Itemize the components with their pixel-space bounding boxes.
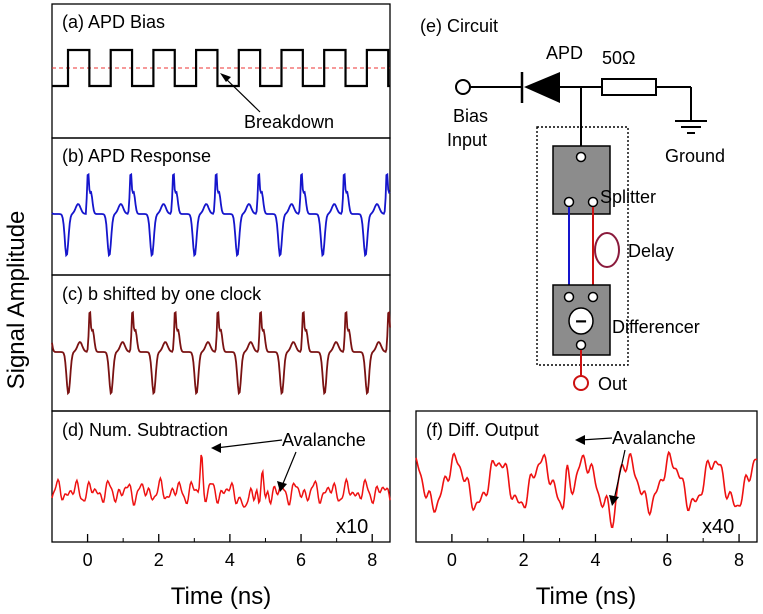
x-tick-label: 2 — [154, 550, 164, 570]
bias-input-terminal — [455, 79, 471, 95]
minus-symbol: − — [575, 311, 587, 333]
f-avalanche-arrow-2 — [613, 449, 626, 501]
resistor-icon — [601, 78, 657, 96]
differencer-output-port — [575, 339, 587, 351]
splitter-label: Splitter — [600, 187, 656, 207]
breakdown-arrow — [222, 75, 261, 113]
x-tick-label: 8 — [367, 550, 377, 570]
panel-a-title: (a) APD Bias — [62, 12, 165, 32]
x-tick-label: 0 — [447, 550, 457, 570]
splitter-output-port-1 — [563, 196, 575, 208]
x-tick-label: 4 — [225, 550, 235, 570]
x-tick-label: 2 — [519, 550, 529, 570]
bias-label-2: Input — [447, 130, 487, 150]
panel-f: (f) Diff. Output Avalanche x40 0 2 4 6 8 Tim… — [415, 410, 758, 610]
resistor-label: 50Ω — [602, 48, 635, 68]
delay-loop-icon — [594, 232, 620, 268]
panel-d-x-ticks: 0 2 4 6 8 — [51, 534, 377, 570]
avalanche-arrow-1-head — [211, 443, 221, 453]
panel-c: (c) b shifted by one clock — [51, 274, 391, 412]
panel-b: (b) APD Response — [51, 137, 391, 276]
apd-label: APD — [546, 43, 583, 63]
panel-f-frame — [415, 410, 758, 543]
panel-d-x-label: Time (ns) — [171, 583, 271, 610]
minus-node-icon — [568, 307, 594, 335]
diff-output-trace — [415, 450, 758, 529]
output-terminal — [573, 375, 589, 391]
circuit-dotted-enclosure — [536, 126, 629, 366]
subtraction-trace — [51, 454, 391, 508]
panel-d-scale-label: x10 — [336, 516, 368, 538]
ground-icon — [675, 120, 707, 134]
panel-f-x-label: Time (ns) — [536, 583, 636, 610]
avalanche-arrow-2 — [281, 451, 297, 487]
avalanche-arrow-2-head — [277, 481, 287, 492]
x-tick-label: 4 — [590, 550, 600, 570]
breakdown-label: Breakdown — [244, 112, 334, 132]
f-avalanche-arrow-1-head — [575, 435, 585, 445]
f-avalanche-arrow-1 — [580, 437, 613, 441]
shifted-response-trace — [51, 310, 391, 396]
panel-d-avalanche-label: Avalanche — [282, 430, 366, 450]
differencer-input-port-2 — [587, 291, 599, 303]
circuit-diagram: (e) Circuit Bias Input APD 50Ω Ground Sp… — [420, 16, 725, 394]
splitter-input-port — [575, 151, 587, 163]
circuit-title: (e) Circuit — [420, 16, 498, 36]
panel-a: (a) APD Bias Breakdown — [51, 3, 391, 139]
panel-d-frame — [51, 410, 391, 543]
panel-c-title: (c) b shifted by one clock — [62, 284, 262, 304]
avalanche-arrow-1 — [215, 439, 283, 449]
x-tick-label: 0 — [83, 550, 93, 570]
out-label: Out — [598, 374, 627, 394]
y-axis-label: Signal Amplitude — [3, 211, 30, 390]
panel-f-scale-label: x40 — [702, 516, 734, 538]
panel-f-x-ticks: 0 2 4 6 8 — [415, 534, 744, 570]
breakdown-arrow-head — [220, 73, 231, 82]
x-tick-label: 6 — [296, 550, 306, 570]
splitter-output-port-2 — [587, 196, 599, 208]
f-avalanche-arrow-2-head — [609, 495, 619, 506]
delay-label: Delay — [628, 241, 674, 261]
panel-b-title: (b) APD Response — [62, 146, 211, 166]
panel-f-title: (f) Diff. Output — [426, 420, 539, 440]
x-tick-label: 6 — [662, 550, 672, 570]
apd-diode-icon — [520, 72, 560, 103]
bias-square-wave — [52, 48, 390, 88]
ground-label: Ground — [665, 146, 725, 166]
bias-label-1: Bias — [453, 106, 488, 126]
x-tick-label: 8 — [734, 550, 744, 570]
apd-response-trace — [51, 172, 391, 258]
panel-d-title: (d) Num. Subtraction — [62, 420, 228, 440]
panel-f-avalanche-label: Avalanche — [612, 428, 696, 448]
panel-d: (d) Num. Subtraction Avalanche x10 0 2 4 6 8… — [51, 410, 391, 610]
differencer-input-port-1 — [563, 291, 575, 303]
differencer-label: Differencer — [612, 317, 700, 337]
